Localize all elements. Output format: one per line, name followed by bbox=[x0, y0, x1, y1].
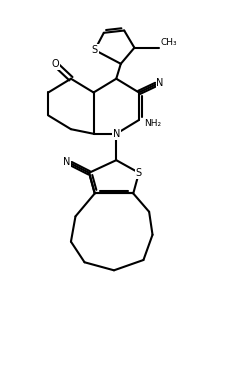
Text: O: O bbox=[51, 59, 59, 69]
Text: N: N bbox=[112, 129, 119, 139]
Text: CH₃: CH₃ bbox=[160, 38, 176, 47]
Text: N: N bbox=[63, 157, 70, 167]
Text: NH₂: NH₂ bbox=[144, 119, 161, 128]
Text: N: N bbox=[156, 78, 163, 88]
Text: S: S bbox=[135, 168, 141, 178]
Text: S: S bbox=[91, 45, 97, 55]
